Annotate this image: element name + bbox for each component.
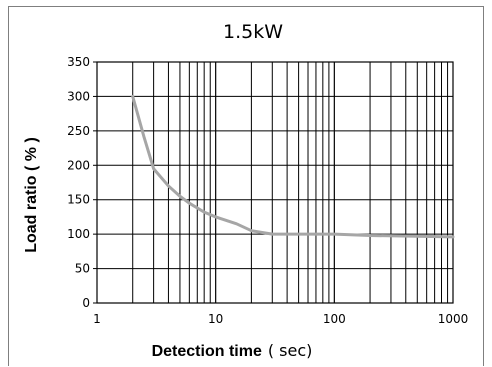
x-axis-label: Detection time: [152, 343, 262, 360]
tick-labels: 0 50 100 150 200 250 300 350 1 10 100 1000: [67, 55, 468, 326]
y-tick-label: 250: [67, 124, 90, 138]
y-tick-label: 300: [67, 89, 90, 103]
chart-title: 1.5kW: [223, 21, 283, 43]
x-axis-unit: ( sec): [268, 341, 313, 360]
y-axis-title: Load ratio ( % ): [23, 137, 40, 253]
x-tick-label: 1000: [438, 312, 469, 326]
x-tick-label: 1: [93, 312, 101, 326]
series-line: [131, 94, 455, 239]
x-tick-label: 10: [208, 312, 223, 326]
y-tick-label: 0: [82, 296, 90, 310]
plot-border: [96, 61, 454, 304]
y-tick-label: 350: [67, 55, 90, 69]
y-tick-label: 200: [67, 158, 90, 172]
y-tick-label: 150: [67, 193, 90, 207]
x-axis-title: Detection time ( sec): [152, 341, 313, 360]
x-tick-label: 100: [323, 312, 346, 326]
y-tick-label: 50: [75, 262, 90, 276]
grid: [97, 62, 453, 303]
y-tick-label: 100: [67, 227, 90, 241]
chart-frame: [8, 6, 484, 366]
series: [131, 94, 455, 239]
